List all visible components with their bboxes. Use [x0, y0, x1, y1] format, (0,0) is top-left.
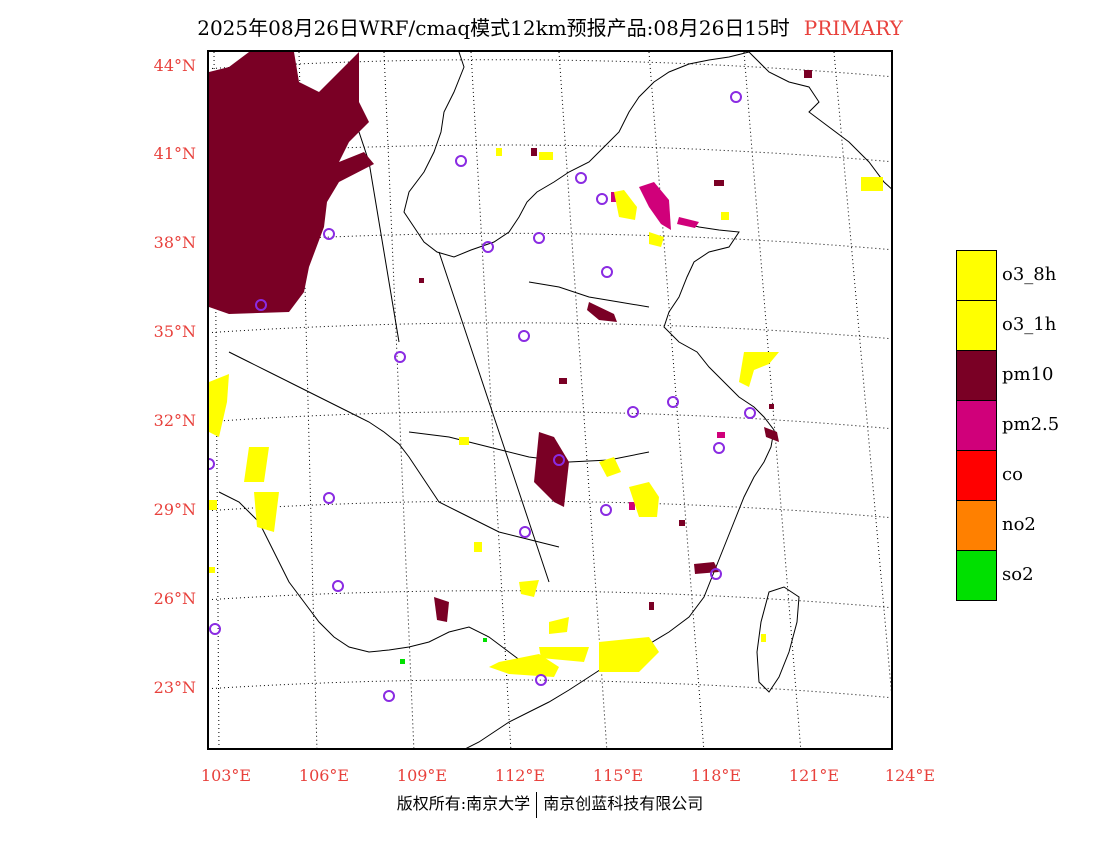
lon-label-112: 112°E	[494, 766, 546, 785]
legend-label: so2	[1002, 564, 1034, 585]
lat-label-38: 38°N	[153, 233, 196, 252]
o3-areas	[209, 148, 883, 677]
lat-label-44: 44°N	[153, 56, 196, 75]
copyright-right: 南京创蓝科技有限公司	[543, 794, 704, 813]
copyright-left: 版权所有:南京大学	[396, 794, 531, 813]
lat-label-29: 29°N	[153, 500, 196, 519]
lon-label-115: 115°E	[592, 766, 644, 785]
lat-label-32: 32°N	[153, 411, 196, 430]
legend-swatch	[956, 250, 997, 301]
legend-label: o3_1h	[1002, 314, 1057, 335]
map-title: 2025年08月26日WRF/cmaq模式12km预报产品:08月26日15时 P…	[0, 12, 1100, 41]
forecast-map	[209, 52, 891, 748]
footer-divider	[536, 791, 538, 818]
lat-label-26: 26°N	[153, 589, 196, 608]
lon-label-106: 106°E	[298, 766, 350, 785]
city-markers	[209, 91, 756, 702]
legend-label: co	[1002, 464, 1023, 485]
legend-swatch	[956, 400, 997, 451]
copyright-footer: 版权所有:南京大学 南京创蓝科技有限公司	[0, 790, 1100, 818]
lat-label-35: 35°N	[153, 322, 196, 341]
legend-swatch	[956, 300, 997, 351]
legend-swatch	[956, 500, 997, 551]
legend-label: pm10	[1002, 364, 1054, 385]
legend-label: no2	[1002, 514, 1036, 535]
lon-label-124: 124°E	[884, 766, 936, 785]
legend-swatch	[956, 550, 997, 601]
lon-label-109: 109°E	[396, 766, 448, 785]
lon-label-118: 118°E	[690, 766, 742, 785]
pm10-areas	[209, 52, 812, 622]
title-text: 2025年08月26日WRF/cmaq模式12km预报产品:08月26日15时	[197, 16, 790, 40]
primary-label: PRIMARY	[803, 16, 903, 40]
legend-label: o3_8h	[1002, 264, 1057, 285]
pm25-areas	[611, 182, 725, 510]
legend-label: pm2.5	[1002, 414, 1060, 435]
legend-swatch	[956, 350, 997, 401]
lon-label-121: 121°E	[788, 766, 840, 785]
lat-label-23: 23°N	[153, 678, 196, 697]
map-panel	[207, 50, 893, 750]
so2-areas	[400, 638, 487, 664]
legend-swatch	[956, 450, 997, 501]
lon-label-103: 103°E	[200, 766, 252, 785]
lat-label-41: 41°N	[153, 144, 196, 163]
